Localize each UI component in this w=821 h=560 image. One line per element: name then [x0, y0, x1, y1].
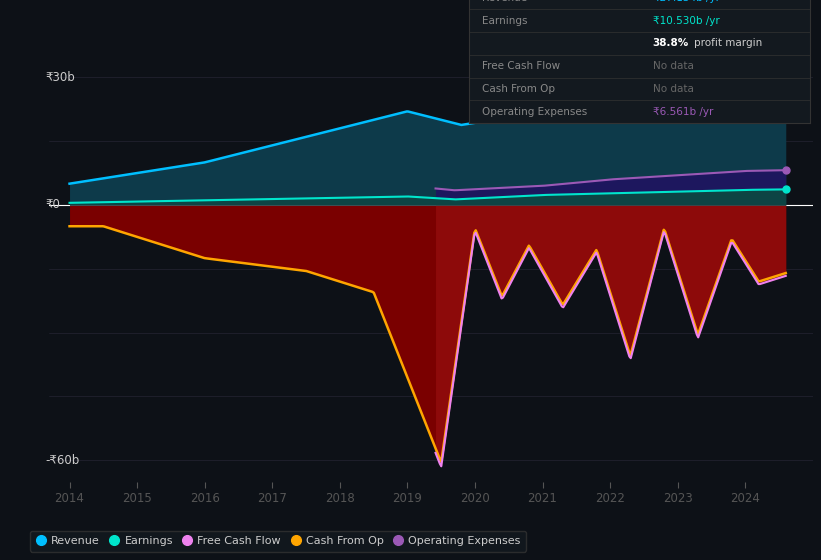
Text: ₹27.154b /yr: ₹27.154b /yr — [653, 0, 720, 3]
Text: ₹6.561b /yr: ₹6.561b /yr — [653, 107, 713, 117]
Text: Cash From Op: Cash From Op — [483, 84, 556, 94]
Text: -₹60b: -₹60b — [45, 454, 80, 467]
Text: ₹10.530b /yr: ₹10.530b /yr — [653, 16, 719, 26]
Text: Operating Expenses: Operating Expenses — [483, 107, 588, 117]
Text: ₹0: ₹0 — [45, 198, 60, 212]
Text: ₹30b: ₹30b — [45, 71, 76, 84]
Text: profit margin: profit margin — [694, 39, 762, 48]
Text: 38.8%: 38.8% — [653, 39, 689, 48]
Text: Revenue: Revenue — [483, 0, 528, 3]
Text: No data: No data — [653, 84, 694, 94]
Text: Earnings: Earnings — [483, 16, 528, 26]
Text: No data: No data — [653, 61, 694, 71]
Legend: Revenue, Earnings, Free Cash Flow, Cash From Op, Operating Expenses: Revenue, Earnings, Free Cash Flow, Cash … — [30, 530, 525, 552]
Text: Free Cash Flow: Free Cash Flow — [483, 61, 561, 71]
